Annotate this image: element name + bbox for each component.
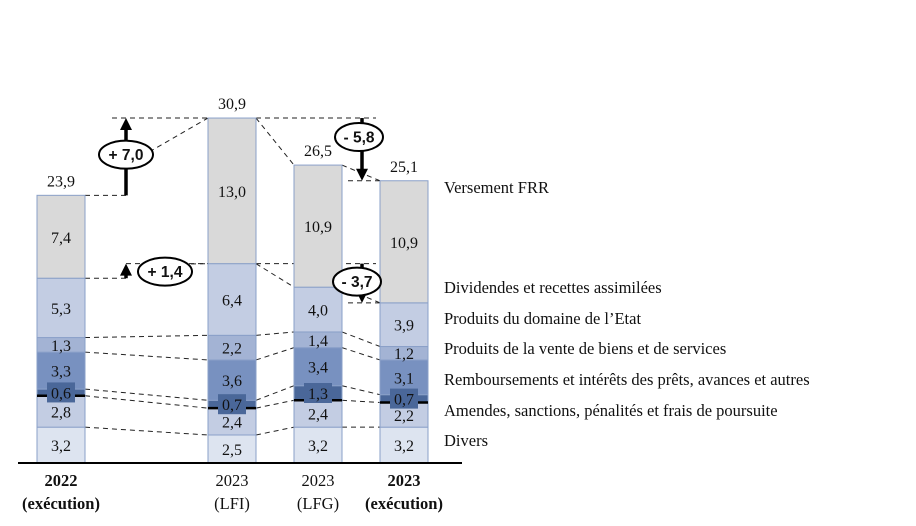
category-label-year: 2023: [302, 471, 335, 490]
annotation-bubble: [98, 139, 154, 170]
connector-line: [341, 385, 381, 396]
variation-annotations: + 7,0 + 1,4 - 5,8 - 3,7: [98, 118, 384, 303]
guide-line: [255, 263, 295, 288]
segment-value-label: 3,9: [394, 318, 414, 335]
annotation-text: - 3,7: [341, 274, 372, 291]
bar-segment: [207, 117, 257, 265]
connector-line: [255, 347, 295, 361]
connector-line: [84, 426, 209, 436]
segment-label-backdrop: [47, 382, 75, 403]
segment-value-label: 1,4: [308, 333, 328, 350]
annotation-text: - 5,8: [343, 130, 374, 147]
category-label-type: (exécution): [365, 494, 443, 513]
legend-entry: Produits de la vente de biens et de serv…: [444, 339, 726, 358]
segment-value-label: 10,9: [390, 235, 418, 252]
segment-value-label: 2,4: [222, 415, 242, 432]
legend-entry: Remboursements et intérêts des prêts, av…: [444, 370, 810, 389]
segment-value-label: 0,7: [394, 392, 414, 409]
bar-segment: [207, 263, 257, 336]
bar-segment: [207, 359, 257, 401]
segment-value-label: 2,2: [222, 341, 242, 358]
segment-value-label: 1,3: [51, 338, 71, 355]
segment-value-label: 2,8: [51, 404, 71, 421]
segment-value-label: 0,7: [222, 397, 242, 414]
arrow-head: [120, 263, 132, 276]
bar-segment: [293, 164, 343, 288]
bar-segment: [293, 399, 343, 428]
total-label: 26,5: [304, 143, 332, 160]
segment-value-label: 3,2: [394, 438, 414, 455]
category-labels: 2022 (exécution) 2023 (LFI) 2023 (LFG) 2023 (ex…: [22, 471, 443, 513]
segment-value-label: 10,9: [304, 219, 332, 236]
segment-value-label: 3,3: [51, 364, 71, 381]
annotation-text: + 7,0: [109, 147, 144, 164]
segment-value-label: 2,2: [394, 408, 414, 425]
segment-value-label: 2,5: [222, 442, 242, 459]
annotation-bubble: [332, 266, 382, 297]
segment-value-label: 1,3: [308, 386, 328, 403]
annotation-text: + 1,4: [148, 264, 183, 281]
segment-value-label: 3,4: [308, 360, 328, 377]
connector-line: [255, 331, 295, 336]
stacked-bars: [36, 117, 429, 464]
segment-value-label: 3,6: [222, 373, 242, 390]
segment-value-label: 0,6: [51, 385, 71, 402]
segment-label-backdrop: [390, 388, 418, 409]
segment-value-label: 3,1: [394, 370, 414, 387]
bar-segment: [36, 277, 86, 339]
segment-value-label: 1,2: [394, 346, 414, 363]
guide-line: [255, 117, 295, 166]
segment-value-label: 4,0: [308, 303, 328, 320]
segment-value-label: 3,2: [308, 438, 328, 455]
bar-segment: [293, 286, 343, 333]
category-label-year: 2023: [216, 471, 249, 490]
segment-value-labels: 3,22,80,63,31,35,37,42,52,40,73,62,26,41…: [47, 184, 418, 459]
legend-entry: Divers: [444, 431, 488, 450]
connector-line: [255, 399, 295, 409]
segment-value-label: 7,4: [51, 230, 71, 247]
arrow-head: [356, 168, 368, 181]
segment-label-backdrop: [304, 383, 332, 403]
segment-value-label: 6,4: [222, 292, 242, 309]
annotation-bubble: [334, 122, 384, 153]
bar-segment: [36, 194, 86, 279]
bar-segment: [379, 180, 429, 304]
category-label-type: (LFG): [297, 494, 339, 513]
total-labels: 23,9 30,9 26,5 25,1: [47, 96, 418, 190]
bar-segment: [379, 302, 429, 348]
connector-line: [84, 395, 209, 409]
connector-line: [255, 385, 295, 401]
total-label: 25,1: [390, 159, 418, 176]
legend-entry: Amendes, sanctions, pénalités et frais d…: [444, 401, 778, 420]
connector-line: [255, 426, 295, 436]
segment-value-label: 5,3: [51, 301, 71, 318]
segment-value-label: 13,0: [218, 184, 246, 201]
connector-line: [341, 399, 381, 404]
legend-entry: Versement FRR: [444, 178, 549, 197]
connector-line: [84, 388, 209, 401]
total-label: 23,9: [47, 173, 75, 190]
annotation-bubble: [137, 256, 193, 287]
connector-line: [341, 347, 381, 361]
connector-line: [84, 334, 209, 339]
bar-segment: [293, 426, 343, 464]
connector-line: [341, 331, 381, 347]
legend-entry: Produits du domaine de l’Etat: [444, 309, 641, 328]
category-label-type: (LFI): [214, 494, 250, 513]
guide-line: [125, 117, 209, 166]
connector-line: [84, 351, 209, 361]
category-label-type: (exécution): [22, 494, 100, 513]
category-label-year: 2023: [388, 471, 421, 490]
legend: Divers Amendes, sanctions, pénalités et f…: [444, 178, 810, 450]
segment-value-label: 2,4: [308, 407, 328, 424]
arrow-head: [120, 118, 132, 131]
segment-label-backdrop: [218, 394, 246, 415]
category-label-year: 2022: [45, 471, 78, 490]
segment-value-label: 3,2: [51, 438, 71, 455]
legend-entry: Dividendes et recettes assimilées: [444, 278, 662, 297]
bar-segment: [293, 347, 343, 387]
bar-segment: [207, 334, 257, 361]
total-label: 30,9: [218, 96, 246, 113]
